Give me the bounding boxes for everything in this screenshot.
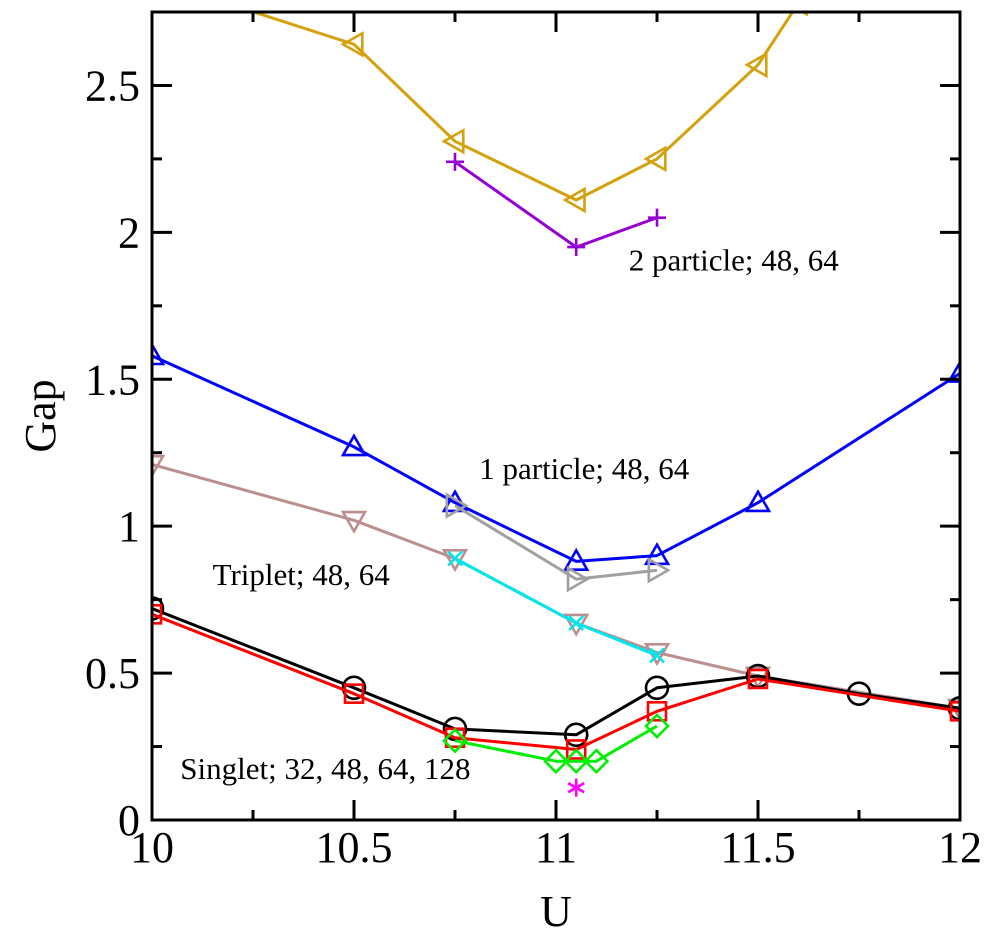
series-line-singlet-64 — [454, 724, 658, 763]
annotations: 2 particle; 48, 64 1 particle; 48, 64 Trip… — [180, 243, 839, 786]
data-point-triplet-64 — [568, 615, 585, 632]
data-point-2-particle-64 — [446, 152, 464, 171]
y-axis-label: Gap — [16, 379, 65, 452]
x-axis-label: U — [540, 887, 572, 936]
data-point-2-particle-48 — [744, 51, 768, 79]
data-point-singlet-64 — [583, 748, 610, 775]
data-point-singlet-64 — [442, 727, 468, 754]
plot-border — [150, 10, 962, 822]
data-point-2-particle-48 — [340, 31, 364, 58]
annotation-triplet-48-64: Triplet; 48, 64 — [213, 557, 391, 592]
data-point-1-particle-48 — [340, 433, 368, 457]
annotation-2-particle-48-64: 2 particle; 48, 64 — [629, 243, 840, 278]
y-tick-label: 1 — [118, 502, 140, 551]
x-tick-label: 10 — [130, 823, 174, 872]
data-point-singlet-48 — [747, 668, 769, 690]
data-point-singlet-48 — [343, 683, 365, 704]
x-tick-label: 11 — [535, 823, 577, 872]
data-point-2-particle-48 — [441, 128, 465, 155]
series-layer — [152, 12, 960, 797]
data-point-2-particle-64 — [648, 208, 666, 227]
series-2-particle-64 — [446, 152, 666, 257]
data-point-1-particle-64 — [566, 565, 590, 593]
data-point-singlet-32 — [152, 596, 165, 621]
data-point-triplet-48 — [152, 454, 166, 479]
y-tick-label: 2 — [118, 208, 140, 257]
series-line-singlet-32 — [152, 607, 960, 737]
series-line-1-particle-48 — [152, 354, 960, 563]
plot-frame — [150, 10, 962, 822]
series-singlet-64 — [442, 713, 670, 775]
data-point-singlet-48 — [565, 739, 587, 760]
x-tick-label: 10.5 — [316, 823, 393, 872]
data-point-1-particle-48 — [946, 359, 960, 383]
series-2-particle-48 — [248, 12, 808, 214]
data-point-singlet-48 — [949, 700, 960, 722]
data-point-1-particle-48 — [744, 489, 772, 513]
data-point-singlet-64 — [644, 713, 670, 739]
data-point-singlet-128 — [567, 778, 585, 797]
series-singlet-48 — [152, 604, 960, 760]
data-point-1-particle-64 — [445, 492, 469, 519]
series-singlet-32 — [152, 596, 960, 748]
series-line-singlet-48 — [152, 612, 960, 751]
data-point-1-particle-64 — [647, 557, 671, 584]
annotation-singlet-32-48-64-128: Singlet; 32, 48, 64, 128 — [180, 751, 470, 786]
data-point-singlet-32 — [442, 716, 468, 742]
y-tick-label: 0.5 — [85, 649, 140, 698]
data-point-singlet-64 — [563, 748, 590, 775]
data-point-triplet-64 — [447, 550, 463, 567]
y-tick-label: 1.5 — [85, 355, 140, 404]
data-point-2-particle-48 — [643, 145, 667, 173]
data-point-2-particle-64 — [567, 238, 586, 257]
data-point-2-particle-48 — [562, 186, 586, 214]
data-point-1-particle-48 — [152, 342, 166, 366]
y-tick-label: 0 — [118, 796, 140, 845]
series-line-2-particle-48 — [248, 12, 795, 202]
annotation-1-particle-48-64: 1 particle; 48, 64 — [479, 451, 690, 486]
series-triplet-64 — [447, 550, 665, 664]
data-point-singlet-48 — [152, 604, 163, 625]
data-point-singlet-48 — [646, 700, 668, 722]
data-point-singlet-32 — [644, 675, 670, 701]
data-point-singlet-32 — [563, 722, 589, 748]
axis-ticks — [150, 10, 962, 822]
y-tick-label: 2.5 — [85, 61, 140, 110]
data-point-triplet-48 — [340, 510, 368, 534]
series-singlet-128 — [567, 778, 585, 797]
data-point-triplet-64 — [649, 647, 665, 664]
x-tick-label: 12 — [938, 823, 982, 872]
x-tick-label: 11.5 — [720, 823, 795, 872]
series-line-1-particle-64 — [454, 504, 658, 581]
series-1-particle-64 — [445, 492, 671, 593]
data-point-1-particle-48 — [562, 547, 590, 572]
data-point-singlet-64 — [543, 748, 569, 775]
